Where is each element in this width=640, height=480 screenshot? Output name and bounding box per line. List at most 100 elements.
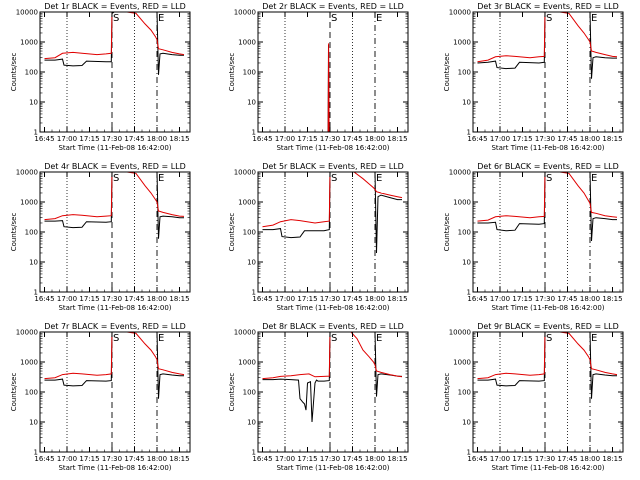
y-tick-label: 10000	[234, 9, 256, 17]
start-marker: S	[546, 333, 552, 344]
y-tick-label: 10000	[449, 169, 471, 177]
y-tick-label: 10000	[16, 169, 38, 177]
x-tick-label: 17:15	[512, 295, 532, 303]
x-tick-label: 18:00	[580, 295, 600, 303]
x-axis-label: Start Time (11-Feb-08 16:42:00)	[276, 144, 389, 152]
x-axis-label: Start Time (11-Feb-08 16:42:00)	[58, 304, 171, 312]
plot-frame	[257, 11, 409, 133]
plot-frame	[39, 331, 191, 453]
end-marker: E	[591, 173, 597, 184]
y-tick-label: 100	[25, 69, 38, 77]
y-tick-label: 10	[247, 419, 256, 427]
y-tick-label: 1	[34, 289, 38, 297]
series-line-lld	[327, 43, 330, 132]
y-tick-label: 10000	[16, 329, 38, 337]
x-tick-label: 18:00	[365, 135, 385, 143]
plot-frame	[472, 11, 624, 133]
start-marker: S	[331, 13, 337, 24]
x-tick-label: 17:15	[79, 135, 99, 143]
y-tick-label: 100	[25, 389, 38, 397]
x-tick-label: 16:45	[34, 295, 54, 303]
y-tick-label: 1	[252, 289, 256, 297]
panel-det-1: Det 1r BLACK = Events, RED = LLD S E 1 10 100…	[10, 2, 191, 152]
x-tick-label: 17:30	[320, 135, 340, 143]
series-line-lld	[44, 12, 185, 60]
panel-det-5: Det 5r BLACK = Events, RED = LLD S E 1 10 100…	[228, 162, 409, 312]
y-tick-label: 10	[462, 259, 471, 267]
x-tick-label: 18:00	[365, 455, 385, 463]
y-tick-label: 1	[467, 129, 471, 137]
start-marker: S	[546, 13, 552, 24]
x-tick-label: 17:45	[342, 295, 362, 303]
y-axis-label: Counts/sec	[228, 213, 236, 252]
panel-det-2: Det 2r BLACK = Events, RED = LLD S E 1 10 100…	[228, 2, 409, 152]
y-tick-label: 100	[458, 69, 471, 77]
x-tick-label: 18:00	[580, 135, 600, 143]
x-tick-label: 18:15	[169, 455, 189, 463]
x-tick-label: 17:00	[490, 135, 510, 143]
end-marker: E	[376, 173, 382, 184]
y-tick-label: 1000	[238, 39, 256, 47]
x-tick-label: 17:30	[320, 295, 340, 303]
x-tick-label: 16:45	[252, 135, 272, 143]
x-tick-label: 18:15	[387, 455, 407, 463]
x-tick-label: 18:00	[365, 295, 385, 303]
x-axis-label: Start Time (11-Feb-08 16:42:00)	[58, 144, 171, 152]
y-tick-label: 10	[247, 99, 256, 107]
x-tick-label: 17:45	[557, 135, 577, 143]
y-tick-label: 1000	[238, 199, 256, 207]
y-tick-label: 100	[243, 69, 256, 77]
x-tick-label: 18:15	[169, 135, 189, 143]
panel-det-9: Det 9r BLACK = Events, RED = LLD S E 1 10 100…	[443, 322, 624, 472]
panel-det-7: Det 7r BLACK = Events, RED = LLD S E 1 10 100…	[10, 322, 191, 472]
x-tick-label: 18:15	[387, 135, 407, 143]
plot-frame	[257, 331, 409, 453]
series-line-lld	[44, 172, 185, 221]
panel-title: Det 9r BLACK = Events, RED = LLD	[477, 322, 619, 331]
x-tick-label: 17:00	[57, 135, 77, 143]
y-tick-label: 1	[252, 129, 256, 137]
x-tick-label: 17:15	[512, 135, 532, 143]
x-axis-label: Start Time (11-Feb-08 16:42:00)	[491, 144, 604, 152]
x-tick-label: 17:00	[275, 135, 295, 143]
x-tick-label: 17:15	[297, 135, 317, 143]
panel-title: Det 2r BLACK = Events, RED = LLD	[262, 2, 404, 11]
y-tick-label: 1000	[453, 199, 471, 207]
x-tick-label: 17:45	[124, 455, 144, 463]
x-axis-label: Start Time (11-Feb-08 16:42:00)	[276, 304, 389, 312]
x-tick-label: 17:30	[535, 455, 555, 463]
start-marker: S	[113, 173, 119, 184]
x-tick-label: 17:15	[297, 295, 317, 303]
y-tick-label: 1	[467, 289, 471, 297]
plot-frame	[472, 171, 624, 293]
x-tick-label: 17:00	[57, 295, 77, 303]
y-tick-label: 100	[458, 389, 471, 397]
plot-frame	[472, 331, 624, 453]
series-line-events	[262, 172, 402, 254]
x-tick-label: 16:45	[34, 135, 54, 143]
end-marker: E	[158, 173, 164, 184]
x-tick-label: 16:45	[467, 295, 487, 303]
y-axis-label: Counts/sec	[228, 373, 236, 412]
x-tick-label: 18:15	[387, 295, 407, 303]
x-tick-label: 16:45	[467, 135, 487, 143]
y-tick-label: 1	[34, 449, 38, 457]
y-axis-label: Counts/sec	[10, 53, 18, 92]
x-axis-label: Start Time (11-Feb-08 16:42:00)	[491, 304, 604, 312]
series-line-lld	[477, 12, 618, 63]
y-tick-label: 1000	[453, 39, 471, 47]
end-marker: E	[376, 333, 382, 344]
y-axis-label: Counts/sec	[443, 213, 451, 252]
x-tick-label: 18:00	[147, 455, 167, 463]
x-tick-label: 17:00	[275, 295, 295, 303]
x-tick-label: 17:30	[320, 455, 340, 463]
x-tick-label: 17:15	[79, 295, 99, 303]
y-tick-label: 1000	[453, 359, 471, 367]
x-tick-label: 16:45	[252, 295, 272, 303]
y-tick-label: 1000	[20, 359, 38, 367]
panel-det-4: Det 4r BLACK = Events, RED = LLD S E 1 10 100…	[10, 162, 191, 312]
y-tick-label: 10	[29, 259, 38, 267]
x-tick-label: 17:45	[342, 135, 362, 143]
y-tick-label: 10000	[16, 9, 38, 17]
